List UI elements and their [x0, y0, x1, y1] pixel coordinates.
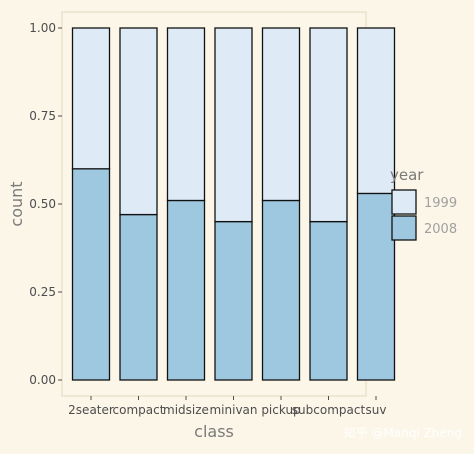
legend: year 1999 2008	[390, 166, 457, 241]
bar-2seater-2008	[71, 168, 111, 381]
x-tick-label: midsize	[163, 403, 209, 417]
bar-pickup-2008	[261, 199, 301, 381]
x-axis-title: class	[194, 422, 234, 441]
legend-label-1999: 1999	[424, 196, 457, 211]
bar-midsize-1999	[166, 27, 206, 202]
y-tick-label: 0.75	[29, 109, 56, 123]
x-tick-label: minivan	[209, 403, 257, 417]
y-tick-label: 0.50	[29, 197, 56, 211]
x-tick-label: subcompact	[292, 403, 366, 417]
legend-swatch-2008	[391, 215, 417, 241]
bar-minivan-1999	[214, 27, 253, 223]
bars-layer	[71, 27, 396, 381]
legend-entries: 1999 2008	[391, 189, 457, 241]
bar-compact-2008	[119, 213, 158, 381]
x-tick-label: suv	[366, 403, 387, 417]
y-axis-title: count	[7, 181, 26, 226]
y-axis: 0.00 0.25 0.50 0.75 1.00	[29, 21, 62, 387]
bar-compact-1999	[119, 27, 158, 216]
legend-label-2008: 2008	[424, 222, 457, 237]
legend-title: year	[390, 166, 424, 184]
bar-suv-2008	[356, 192, 396, 381]
y-tick-label: 0.00	[29, 373, 56, 387]
bar-midsize-2008	[166, 199, 206, 381]
bar-2seater-1999	[71, 27, 111, 170]
bar-pickup-1999	[261, 27, 301, 202]
bar-minivan-2008	[214, 220, 253, 381]
legend-swatch-1999	[391, 189, 417, 215]
watermark-text: 知乎 @Manqi Zheng	[344, 426, 462, 440]
bar-suv-1999	[356, 27, 396, 195]
x-tick-label: pickup	[261, 403, 300, 417]
y-tick-label: 1.00	[29, 21, 56, 35]
y-tick-label: 0.25	[29, 285, 56, 299]
bar-subcompact-1999	[309, 27, 348, 223]
bar-subcompact-2008	[309, 220, 348, 381]
x-tick-label: 2seater	[68, 403, 114, 417]
x-tick-label: compact	[113, 403, 165, 417]
